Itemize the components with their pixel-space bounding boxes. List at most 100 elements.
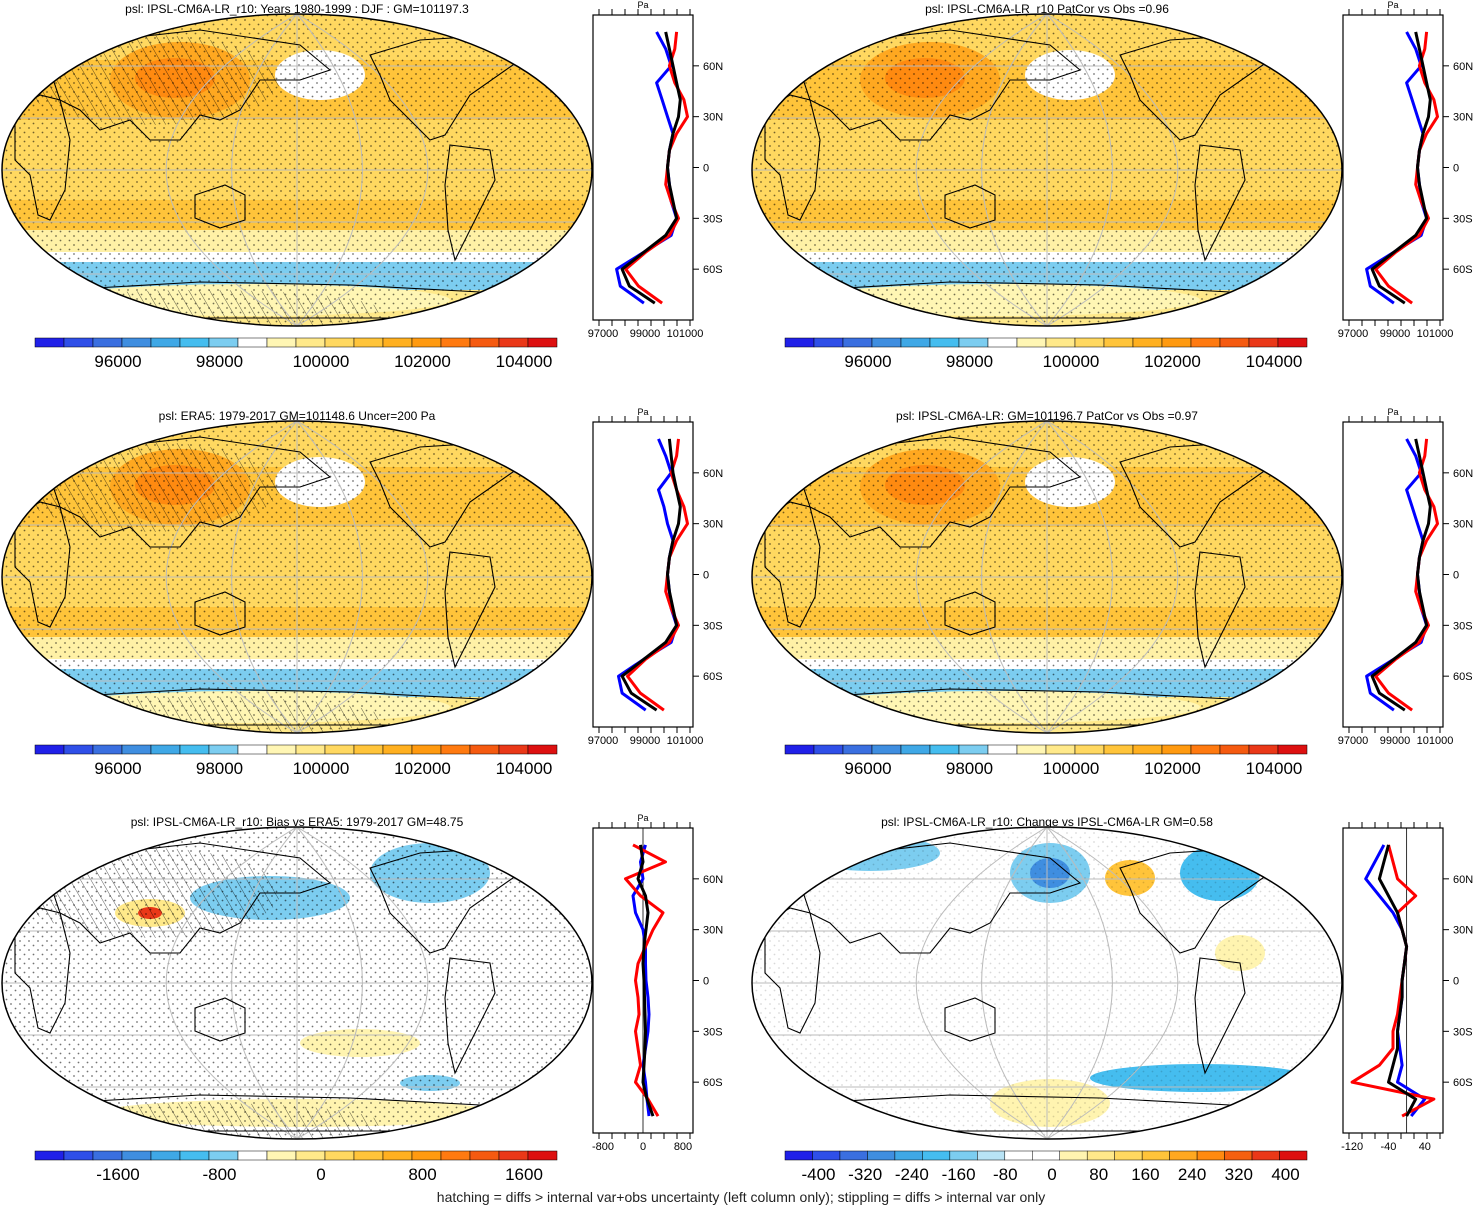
continent-outline	[764, 94, 821, 221]
colorbar-swatch	[208, 1150, 239, 1161]
colorbar-swatch	[498, 1150, 529, 1161]
zonal-profile: 60N 30N 0 30S 60S 97000 99000 101000 Pa	[588, 407, 724, 747]
colorbar-swatch	[411, 1150, 442, 1161]
panel-2: psl: IPSL-CM6A-LR_r10 PatCor vs Obs =0.9…	[751, 0, 1473, 371]
x-tick-label: 99000	[630, 735, 661, 747]
colorbar-swatch	[1059, 1150, 1088, 1161]
colorbar-swatch	[1161, 337, 1192, 348]
colorbar-swatch	[382, 744, 413, 755]
meridian-line	[981, 421, 1048, 733]
colorbar-swatch	[469, 337, 500, 348]
profile-frame	[1342, 827, 1444, 1134]
colorbar-swatch	[208, 744, 239, 755]
colorbar-swatch	[922, 1150, 951, 1161]
colorbar-swatch	[784, 744, 815, 755]
colorbar-swatch	[958, 337, 989, 348]
colorbar-swatch	[353, 1150, 384, 1161]
colorbar-swatch	[1277, 744, 1308, 755]
colorbar-swatch	[1045, 744, 1076, 755]
colorbar-label: 100000	[293, 352, 350, 371]
colorbar: 96000 98000 100000 102000 104000	[34, 337, 558, 371]
colorbar-swatch	[121, 337, 152, 348]
colorbar-swatch	[1074, 337, 1105, 348]
colorbar-label: 96000	[94, 352, 141, 371]
panel-title: psl: ERA5: 1979-2017 GM=101148.6 Uncer=2…	[159, 409, 436, 423]
colorbar-label: 800	[408, 1165, 436, 1184]
colorbar-label: 1600	[505, 1165, 543, 1184]
colorbar-swatch	[1190, 744, 1221, 755]
map-field	[2, 14, 592, 326]
colorbar-swatch	[1190, 337, 1221, 348]
map-field	[752, 827, 1342, 1139]
continent-outline	[49, 29, 332, 141]
panel-4: psl: IPSL-CM6A-LR: GM=101196.7 PatCor vs…	[751, 407, 1473, 778]
colorbar-swatch	[987, 337, 1018, 348]
lat-tick-label: 60S	[703, 671, 723, 683]
colorbar-swatch	[1045, 337, 1076, 348]
continent-outline	[1194, 144, 1246, 262]
colorbar-swatch	[1016, 744, 1047, 755]
colorbar-label: 102000	[394, 352, 451, 371]
continent-outline	[944, 591, 996, 636]
colorbar-label: 102000	[394, 759, 451, 778]
continent-outline	[944, 997, 996, 1042]
colorbar-label: 98000	[946, 352, 993, 371]
colorbar: 96000 98000 100000 102000 104000	[784, 337, 1308, 371]
map-field	[752, 14, 1342, 326]
x-tick-label: 97000	[588, 735, 619, 747]
continent-outline	[799, 842, 1082, 954]
lat-tick-label: 0	[1453, 570, 1459, 582]
colorbar-swatch	[353, 337, 384, 348]
continent-outline	[194, 997, 246, 1042]
colorbar-swatch	[440, 337, 471, 348]
lat-tick-label: 30S	[1453, 620, 1473, 632]
colorbar-swatch	[266, 744, 297, 755]
map-border	[751, 13, 1343, 327]
colorbar-swatch	[92, 1150, 123, 1161]
continent-outline	[194, 591, 246, 636]
lat-tick-label: 60S	[703, 1077, 723, 1089]
hatching-overlay-south	[20, 290, 380, 326]
x-tick-label: 97000	[1338, 328, 1369, 340]
field-high-greenland	[430, 421, 490, 439]
panel-title: psl: IPSL-CM6A-LR_r10: Bias vs ERA5: 197…	[131, 815, 464, 829]
colorbar-swatch	[527, 337, 558, 348]
colorbar-swatch	[34, 744, 65, 755]
colorbar-swatch	[324, 744, 355, 755]
panel-title: psl: IPSL-CM6A-LR_r10: Years 1980-1999 :…	[125, 2, 469, 16]
lat-tick-label: 30N	[703, 925, 723, 937]
profile-frame	[592, 421, 694, 728]
colorbar-label: -400	[801, 1165, 835, 1184]
colorbar-swatch	[63, 1150, 94, 1161]
lat-tick-label: 60S	[1453, 264, 1473, 276]
colorbar-swatch	[1004, 1150, 1033, 1161]
colorbar-label: 80	[1089, 1165, 1108, 1184]
colorbar-swatch	[1016, 337, 1047, 348]
colorbar-swatch	[179, 337, 210, 348]
lat-tick-label: 30S	[703, 620, 723, 632]
continent-outline	[799, 436, 1082, 548]
profile-line-model	[620, 31, 682, 305]
colorbar-swatch	[324, 337, 355, 348]
colorbar-swatch	[382, 1150, 413, 1161]
colorbar-swatch	[92, 744, 123, 755]
map-border	[1, 826, 593, 1140]
colorbar-swatch	[469, 744, 500, 755]
colorbar-swatch	[1132, 744, 1163, 755]
graticule	[2, 14, 592, 326]
profile-line-model	[636, 844, 655, 1117]
lat-tick-label: 0	[703, 570, 709, 582]
x-tick-label: -800	[592, 1141, 614, 1153]
continent-outline	[1219, 827, 1246, 844]
colorbar-swatch	[784, 1150, 813, 1161]
colorbar-swatch	[440, 1150, 471, 1161]
colorbar-swatch	[871, 744, 902, 755]
colorbar-swatch	[1114, 1150, 1143, 1161]
colorbar-label: 240	[1178, 1165, 1206, 1184]
colorbar: -400 -320 -240 -160 -80 0 80 160 240 320 400	[784, 1150, 1308, 1184]
graticule	[752, 421, 1342, 733]
continent-outline	[1194, 957, 1246, 1075]
colorbar-label: -800	[202, 1165, 236, 1184]
colorbar-swatch	[1086, 1150, 1115, 1161]
panel-title: psl: IPSL-CM6A-LR_r10 PatCor vs Obs =0.9…	[925, 2, 1169, 16]
